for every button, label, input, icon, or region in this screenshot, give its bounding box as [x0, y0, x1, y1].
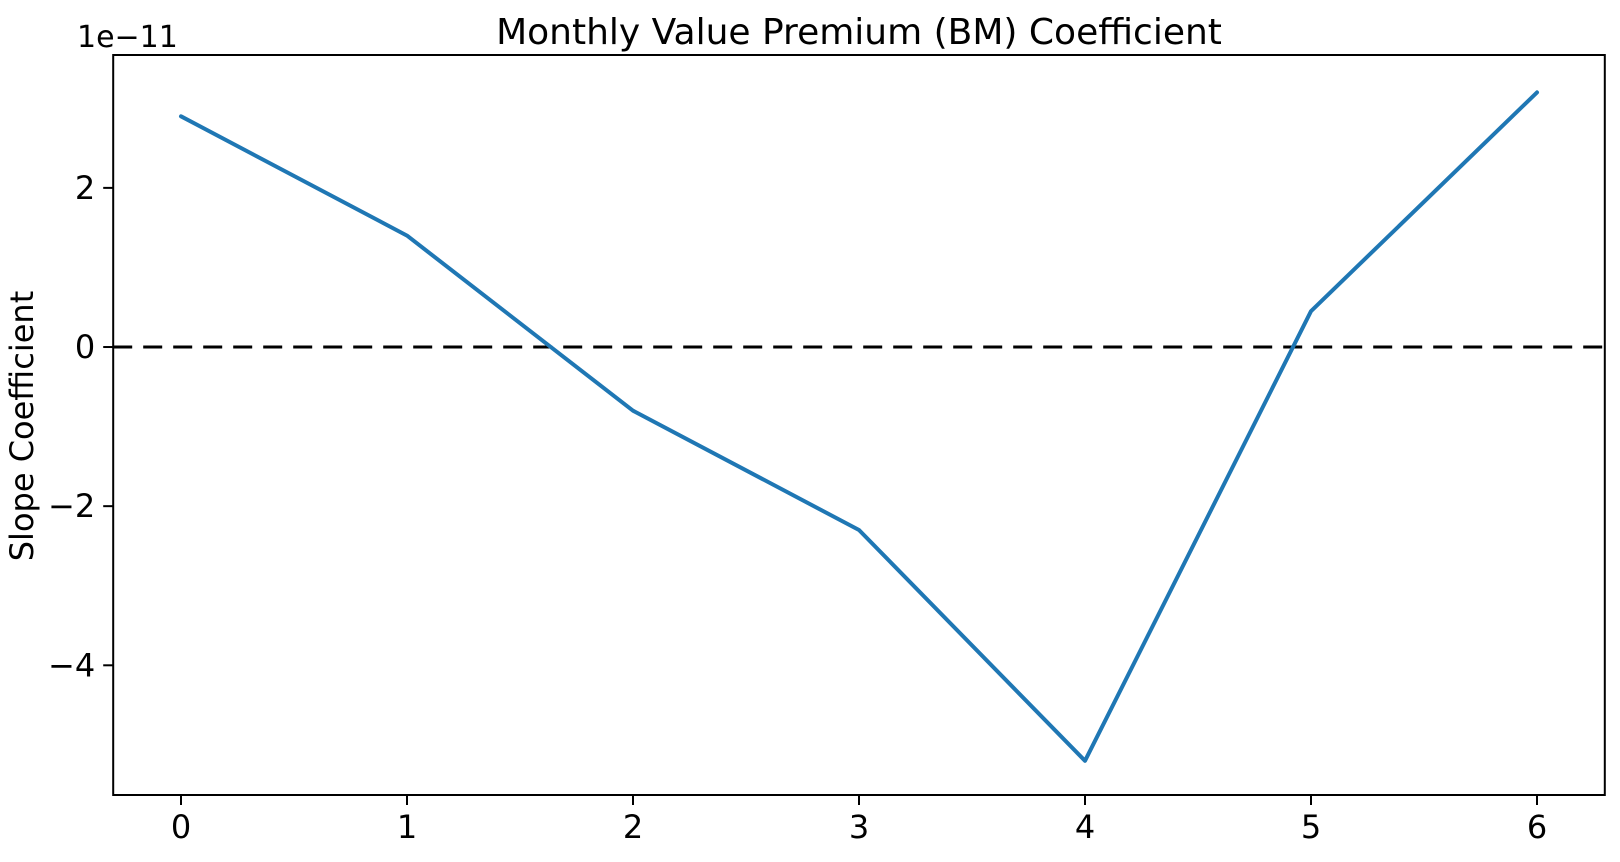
y-axis-offset-text: 1e−11 [77, 20, 178, 55]
y-tick-label: 0 [75, 328, 95, 366]
y-tick-label: 2 [75, 169, 95, 207]
x-tick-label: 0 [171, 808, 191, 846]
chart-title: Monthly Value Premium (BM) Coefficient [496, 12, 1222, 53]
axes-frame [112, 54, 1606, 796]
y-axis-label: Slope Coefficient [3, 291, 41, 562]
coefficient-line [179, 90, 1539, 763]
x-tick-label: 1 [397, 808, 417, 846]
x-tick-label: 5 [1301, 808, 1321, 846]
y-tick-label: −4 [48, 646, 95, 684]
x-tick-label: 2 [623, 808, 643, 846]
y-tick-label: −2 [48, 487, 95, 525]
x-tick-label: 6 [1527, 808, 1547, 846]
x-tick-label: 3 [849, 808, 869, 846]
x-tick-label: 4 [1075, 808, 1095, 846]
